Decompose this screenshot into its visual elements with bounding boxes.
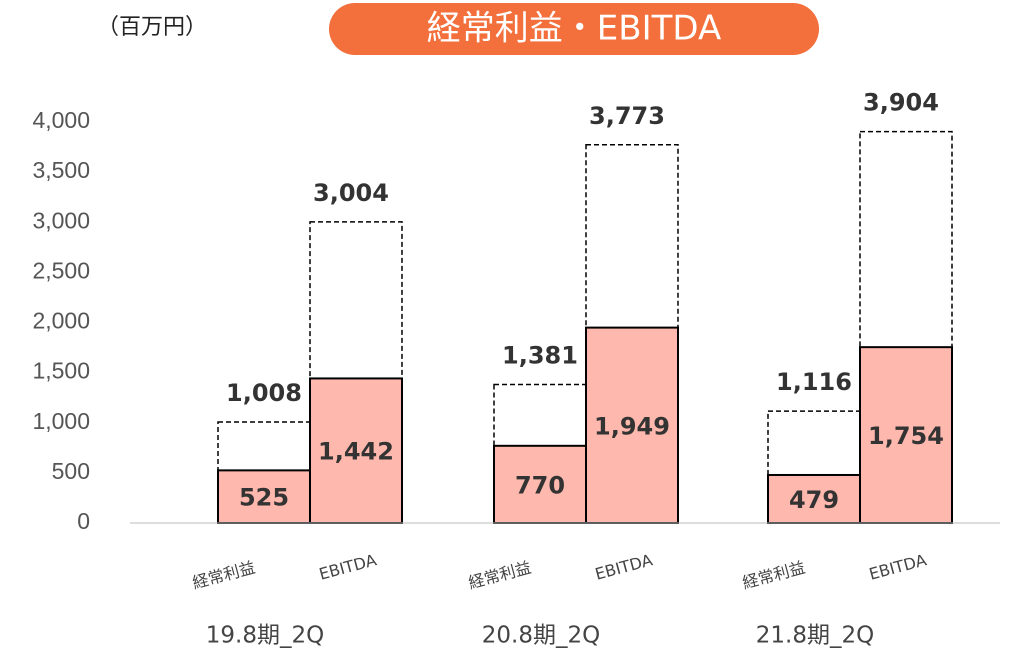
group-label: 19.8期_2Q — [206, 623, 324, 648]
actual-value-label: 1,754 — [868, 422, 944, 450]
total-outline — [309, 221, 403, 524]
bar-label: EBITDA — [867, 550, 929, 584]
title-background — [329, 3, 819, 55]
bar-label: EBITDA — [317, 550, 379, 584]
chart-title: 経常利益・EBITDA — [427, 9, 721, 49]
y-tick-label: 1,000 — [32, 408, 90, 434]
group-label: 21.8期_2Q — [756, 623, 874, 648]
actual-value-label: 525 — [239, 484, 289, 512]
actual-value-label: 770 — [515, 471, 565, 499]
y-tick-label: 3,000 — [32, 207, 90, 233]
total-value-label: 3,773 — [589, 102, 665, 130]
group-label: 20.8期_2Q — [482, 623, 600, 648]
y-tick-label: 500 — [52, 458, 90, 484]
bar-label: 経常利益 — [190, 558, 257, 593]
bar-label: 経常利益 — [466, 558, 533, 593]
total-value-label: 1,008 — [226, 379, 302, 407]
total-value-label: 3,904 — [863, 89, 939, 117]
bar-label: EBITDA — [593, 550, 655, 584]
actual-value-label: 479 — [789, 486, 839, 514]
total-value-label: 3,004 — [313, 179, 389, 207]
actual-bar — [493, 444, 587, 524]
y-tick-label: 0 — [77, 508, 90, 534]
y-tick-label: 2,500 — [32, 257, 90, 283]
y-tick-label: 2,000 — [32, 308, 90, 334]
y-tick-label: 1,500 — [32, 358, 90, 384]
total-value-label: 1,116 — [776, 368, 852, 396]
unit-label: （百万円） — [97, 15, 207, 40]
actual-value-label: 1,442 — [318, 438, 394, 466]
y-tick-label: 3,500 — [32, 157, 90, 183]
total-value-label: 1,381 — [502, 342, 578, 370]
actual-value-label: 1,949 — [594, 412, 670, 440]
bar-label: 経常利益 — [740, 558, 807, 593]
y-tick-label: 4,000 — [32, 107, 90, 133]
